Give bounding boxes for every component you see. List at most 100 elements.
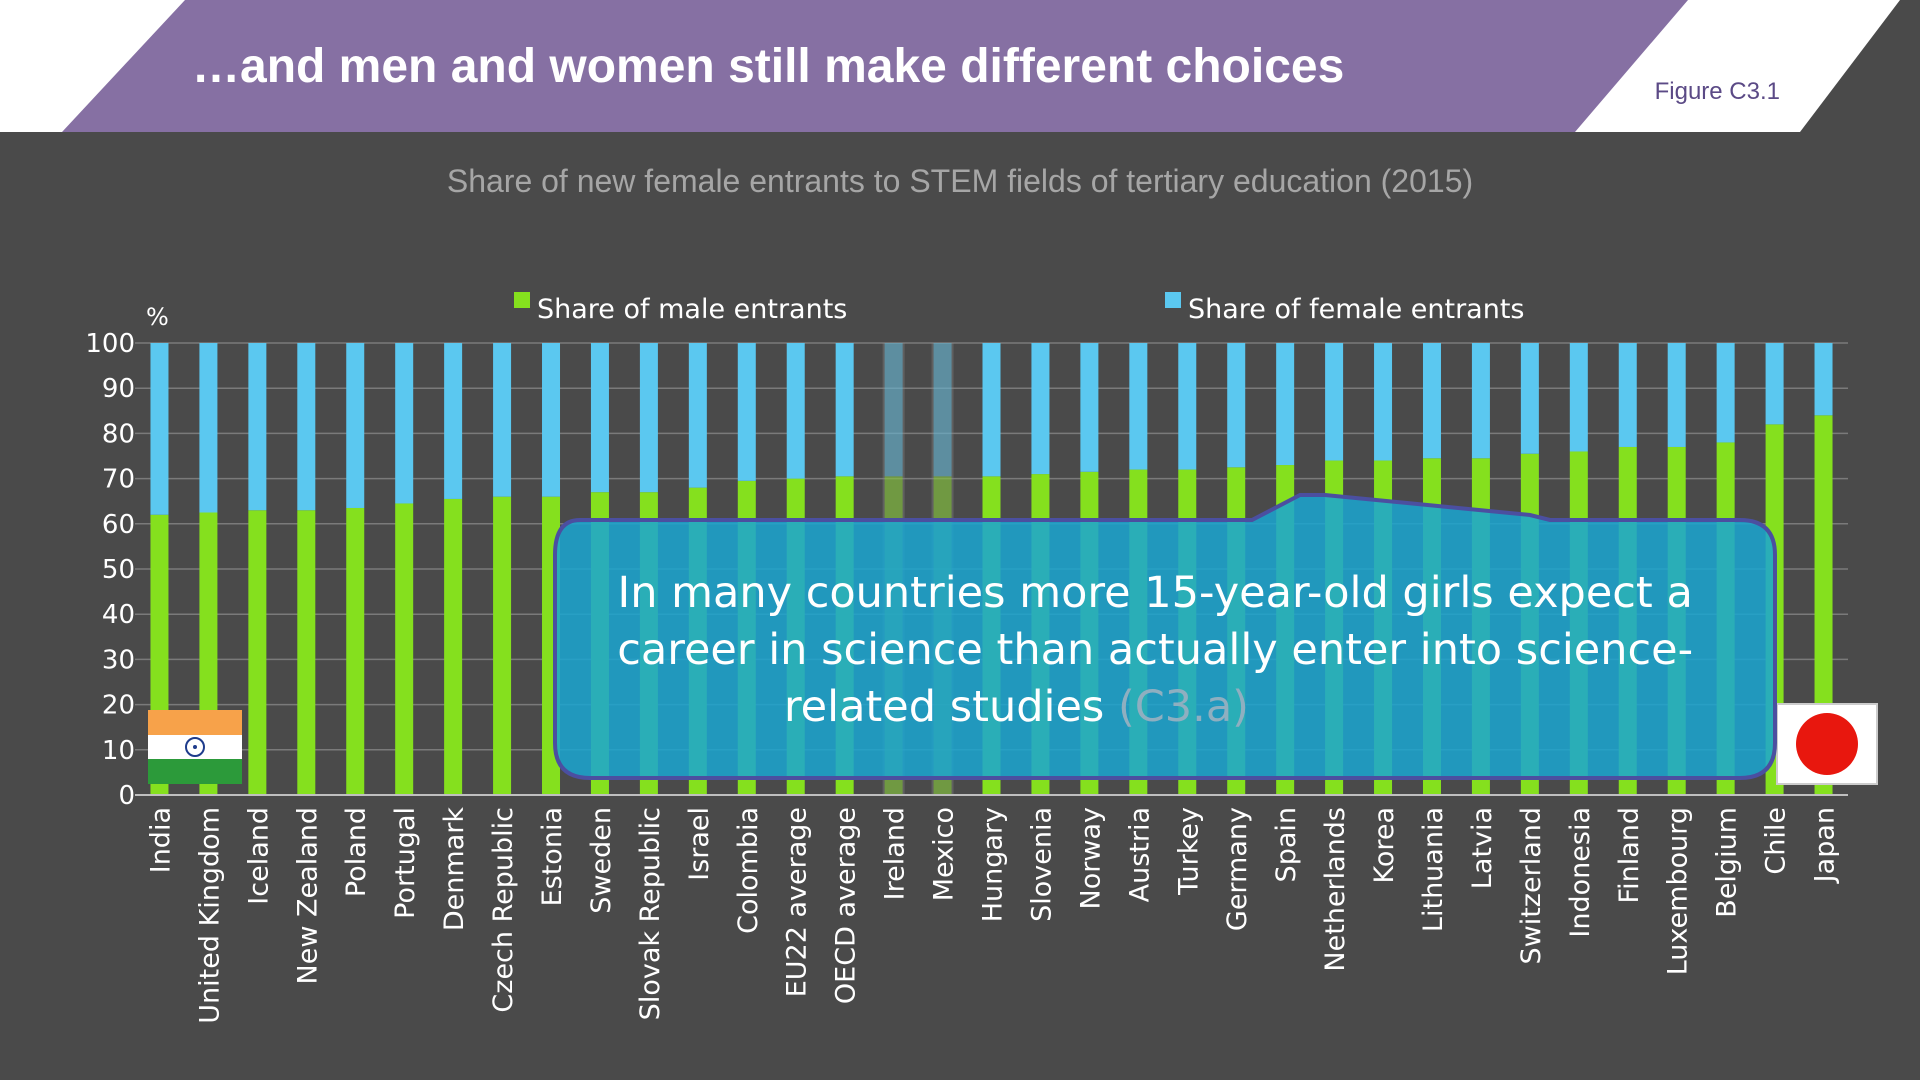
india-flag-chakra [185,737,205,757]
x-tick-label: Chile [1761,807,1792,875]
x-tick-label: Latvia [1467,807,1498,889]
bar-male [444,498,463,795]
bar-female [737,343,756,481]
x-tick-label: New Zealand [292,807,323,984]
slide-title: …and men and women still make different … [192,40,1344,93]
x-tick-label: Netherlands [1320,807,1351,972]
bar-female [1227,343,1246,468]
bar-female [150,343,169,515]
india-flag-saffron [148,710,242,735]
legend-swatch-female [1165,292,1181,308]
bar-female [639,343,658,493]
bar-female [1618,343,1637,447]
y-tick-label: 50 [102,555,135,585]
legend-label-female: Share of female entrants [1188,294,1525,325]
legend-label-male: Share of male entrants [537,294,847,325]
bar-female [248,343,267,511]
india-flag-green [148,759,242,784]
y-tick-label: 60 [102,510,135,540]
bar-female [933,343,952,477]
bar-female [1178,343,1197,470]
x-tick-label: Colombia [733,807,764,934]
japan-flag-sun [1796,713,1858,775]
x-tick-label: Denmark [439,807,470,931]
x-tick-label: Korea [1369,807,1400,884]
x-tick-label: Indonesia [1565,807,1596,938]
bar-female [199,343,218,513]
bar-female [297,343,316,511]
x-tick-label: United Kingdom [194,807,225,1024]
bar-female [1569,343,1588,452]
bar-male [248,510,267,795]
callout-box [553,493,1777,780]
callout-line-2: career in science than actually enter in… [617,625,1693,675]
x-tick-label: Iceland [243,807,274,905]
x-tick-label: Turkey [1173,807,1204,896]
y-tick-label: 30 [102,645,135,675]
india-flag-chakra-hub [193,745,197,749]
bar-male [1814,415,1833,795]
y-tick-label: 70 [102,465,135,495]
x-tick-label: Austria [1124,807,1155,902]
x-axis-labels: India United Kingdom Iceland New Zealand Pol… [145,807,1840,1024]
bar-female [1716,343,1735,443]
bar-female [493,343,512,497]
x-tick-label: Slovenia [1026,807,1057,922]
x-tick-label: Hungary [978,807,1009,922]
bar-female [1276,343,1295,466]
bar-female [1667,343,1686,447]
y-tick-label: 100 [85,329,135,359]
bar-female [1471,343,1490,459]
callout-line-3: related studies [784,682,1118,732]
bar-female [688,343,707,488]
x-tick-label: Japan [1810,807,1841,884]
bar-female [1765,343,1784,425]
x-tick-label: Slovak Republic [635,807,666,1020]
bar-male [493,496,512,795]
bar-female [982,343,1001,477]
x-tick-label: Israel [684,807,715,881]
x-tick-label: Spain [1271,807,1302,882]
bar-male [297,510,316,795]
bar-female [1325,343,1344,461]
y-axis-ticks: 0 10 20 30 40 50 60 70 80 90 100 [85,329,135,811]
x-tick-label: Norway [1075,807,1106,909]
x-tick-label: Germany [1222,807,1253,931]
bar-female [1031,343,1050,475]
bar-female [884,343,903,477]
callout-text: In many countries more 15-year-old girls… [617,568,1707,732]
bar-female [444,343,463,499]
title-banner [62,0,1688,132]
x-tick-label: Luxembourg [1663,807,1694,975]
bar-female [1422,343,1441,459]
y-tick-label: 20 [102,691,135,721]
x-tick-label: Czech Republic [488,807,519,1013]
x-tick-label: Estonia [537,807,568,906]
bar-female [786,343,805,479]
y-tick-label: 10 [102,736,135,766]
y-axis-unit: % [146,303,169,331]
bar-female [1814,343,1833,416]
bar-female [835,343,854,477]
x-tick-label: OECD average [831,807,862,1004]
x-tick-label: Belgium [1712,807,1743,918]
x-tick-label: EU22 average [782,807,813,997]
india-flag [148,710,242,784]
japan-flag [1776,703,1878,785]
bar-male [395,503,414,795]
bar-female [542,343,561,497]
callout-line-1: In many countries more 15-year-old girls… [618,568,1693,618]
bar-female [1374,343,1393,461]
dark-corner [1800,0,1920,132]
bar-female [395,343,414,504]
x-tick-label: Poland [341,807,372,897]
x-tick-label: India [145,807,176,873]
bar-female [1080,343,1099,472]
chart-title: Share of new female entrants to STEM fie… [447,163,1473,199]
callout-reference-link[interactable]: (C3.a) [1118,682,1249,732]
figure-label: Figure C3.1 [1655,78,1780,105]
y-tick-label: 0 [118,781,135,811]
x-tick-label: Lithuania [1418,807,1449,932]
bar-female [590,343,609,493]
